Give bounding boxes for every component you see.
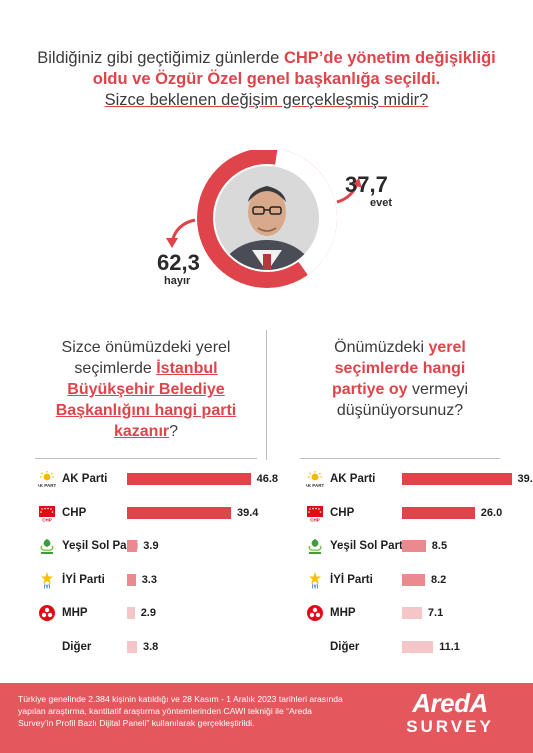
party-name: Yeşil Sol Parti: [330, 540, 407, 552]
party-name: MHP: [62, 607, 88, 619]
arrow-yes-head-icon: [352, 178, 362, 188]
right-rule: [300, 458, 500, 459]
bar: [127, 506, 231, 519]
svg-text:İYİ: İYİ: [44, 583, 51, 589]
chp-logo-icon: CHP: [306, 504, 324, 522]
yes-label: evet: [370, 197, 393, 209]
svg-text:İYİ: İYİ: [312, 583, 319, 589]
bar-value-label: 8.2: [431, 573, 447, 586]
yesil-sol-logo-icon: [38, 537, 56, 555]
bar: [402, 473, 512, 485]
bar-value-label: 39.4: [237, 506, 259, 519]
party-name: AK Parti: [330, 473, 376, 485]
party-name: İYİ Parti: [330, 573, 373, 586]
footer: Türkiye genelinde 2.384 kişinin katıldığ…: [0, 683, 533, 753]
methodology-note: Türkiye genelinde 2.384 kişinin katıldığ…: [18, 694, 343, 728]
left-rule: [35, 458, 257, 459]
bar-value-label: 2.9: [140, 607, 156, 619]
party-name: MHP: [330, 607, 356, 619]
donut-chart: 37,7 evet 62,3 hayır: [0, 150, 533, 310]
bar: [402, 640, 434, 653]
brand-name: AredA: [412, 688, 488, 718]
party-name: Diğer: [62, 640, 92, 653]
bar: [127, 540, 138, 552]
brand-sub: SURVEY: [406, 717, 494, 736]
question-text: Bildiğiniz gibi geçtiğimiz günlerde: [37, 49, 284, 67]
chp-logo-icon: CHP: [38, 504, 56, 522]
question-highlight: CHP’de yönetim değişikliği: [283, 49, 496, 67]
arrow-no-head-icon: [166, 238, 178, 248]
brand-logo: AredA SURVEY: [385, 688, 515, 736]
bar: [127, 573, 136, 586]
bar-value-label: 39.1: [517, 473, 533, 485]
bar: [402, 540, 426, 552]
bar-value-label: 7.1: [427, 607, 444, 619]
ak-parti-logo-icon: AK PARTİ: [305, 470, 325, 488]
party-name: CHP: [62, 506, 87, 519]
no-value: 62,3: [157, 250, 200, 275]
iyi-parti-logo-icon: İYİ: [306, 571, 324, 590]
bar: [402, 573, 425, 586]
party-name: Yeşil Sol Parti: [62, 540, 139, 552]
bar: [127, 473, 251, 485]
iyi-parti-logo-icon: İYİ: [38, 571, 56, 590]
bar-value-label: 8.5: [431, 540, 448, 552]
svg-text:CHP: CHP: [42, 517, 52, 522]
party-name: Diğer: [330, 640, 360, 653]
column-divider: [266, 330, 267, 460]
bar: [402, 607, 422, 619]
mhp-logo-icon: [38, 604, 56, 622]
bar-value-label: 3.3: [141, 573, 157, 586]
ak-parti-logo-icon: AK PARTİ: [37, 470, 57, 488]
question-text: Sizce beklenen değişim gerçekleşmiş midi…: [104, 91, 429, 109]
bar-value-label: 46.8: [256, 473, 279, 485]
main-question: Bildiğiniz gibi geçtiğimiz günlerde CHP’…: [30, 48, 503, 111]
yesil-sol-logo-icon: [306, 537, 324, 555]
bar: [127, 607, 135, 619]
svg-text:AK PARTİ: AK PARTİ: [38, 482, 56, 488]
bar: [127, 640, 137, 653]
bar: [402, 506, 475, 519]
left-question: Sizce önümüzdeki yerel seçimlerde İstanb…: [55, 339, 237, 440]
no-label: hayır: [164, 275, 191, 287]
party-name: AK Parti: [62, 473, 108, 485]
svg-text:AK PARTİ: AK PARTİ: [306, 482, 324, 488]
bar-value-label: 3.9: [143, 540, 159, 552]
right-question: Önümüzdeki yerel seçimlerde hangi partiy…: [331, 339, 469, 419]
svg-text:CHP: CHP: [310, 517, 320, 522]
party-name: İYİ Parti: [62, 573, 105, 586]
bar-value-label: 26.0: [480, 506, 503, 519]
party-name: CHP: [330, 506, 355, 519]
bar-value-label: 3.8: [143, 640, 159, 653]
mhp-logo-icon: [306, 604, 324, 622]
yes-value: 37,7: [345, 172, 388, 197]
bar-value-label: 11.1: [439, 640, 460, 653]
portrait-photo: [215, 166, 319, 270]
question-highlight: oldu ve Özgür Özel genel başkanlığa seçi…: [92, 70, 441, 88]
